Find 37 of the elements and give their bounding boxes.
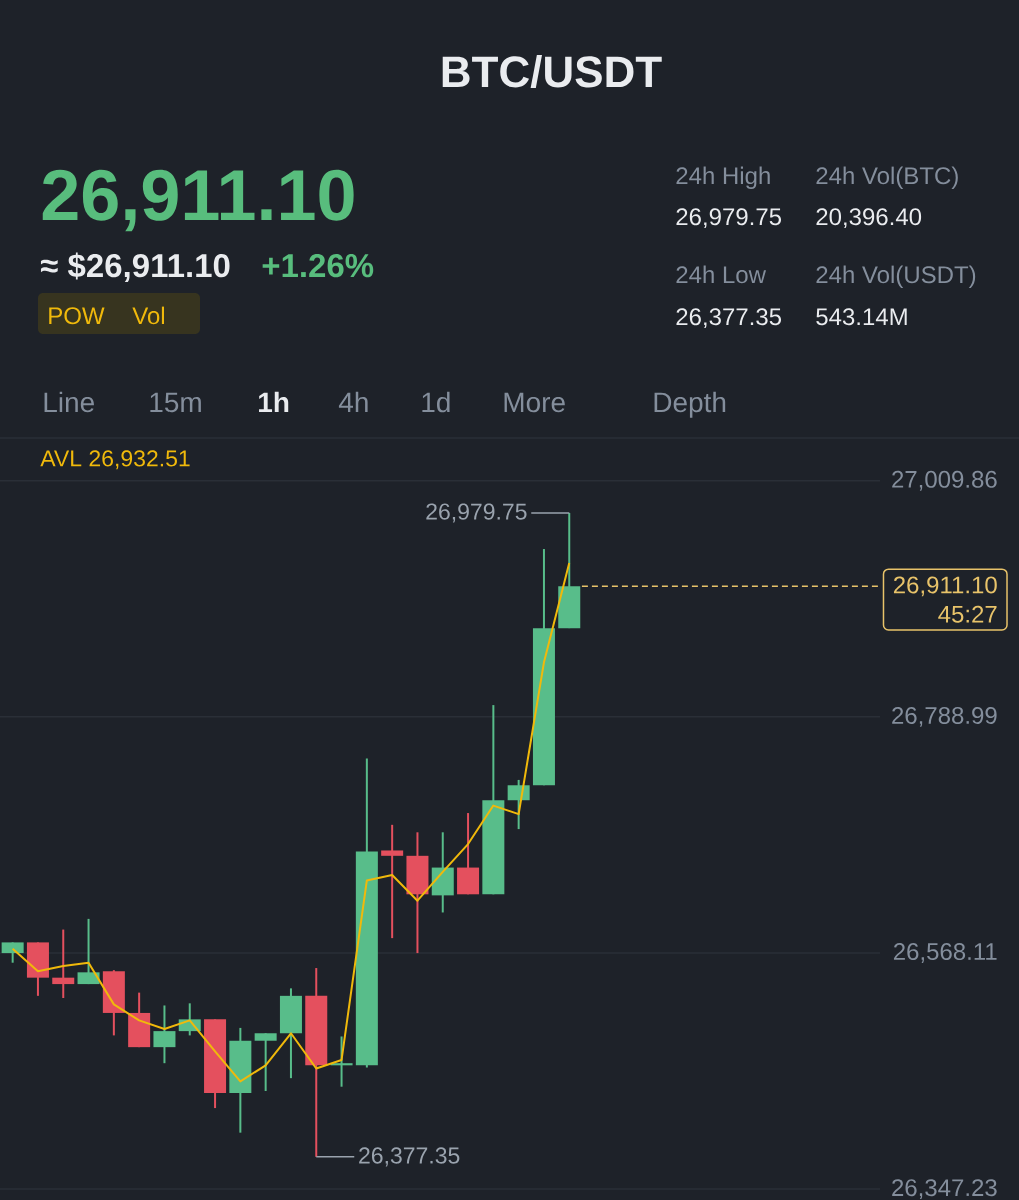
text: 24h Vol(USDT) [816,265,976,288]
text: 26,377.35 [676,308,782,329]
text: Vol [132,306,165,325]
text: 1h [259,391,289,413]
ref-line-label: 26,911.10 [893,576,997,597]
candlestick [1,941,24,964]
text: +1.26% [262,253,374,278]
annotation: 26,979.75 [426,503,527,523]
text: 20,396.40 [816,208,922,229]
text: 543.14M [816,308,907,326]
text: 4h [338,391,368,413]
text: 24h Low [676,265,767,284]
text: AVL 26,932.51 [40,450,190,470]
y-tick-label: 27,009.86 [892,470,997,491]
candlestick [254,1032,277,1092]
candlestick [52,928,75,999]
y-tick-label: 26,788.99 [892,706,997,727]
text: 26,979.75 [676,208,782,229]
text: Line [44,391,94,413]
candlestick [77,917,100,986]
text: Depth [654,391,726,418]
text: 24h High [676,166,770,189]
candlestick [381,823,404,940]
text: 1d [422,391,450,413]
text: 45:27 [938,605,997,623]
text: ≈ $26,911.10 [40,252,230,283]
text: 15m [150,392,201,413]
text: More [504,392,565,413]
text: POW [49,307,105,325]
candlestick [507,778,530,831]
text: 26,911.10 [42,169,354,232]
y-tick-label: 26,568.11 [893,943,997,963]
text: 24h Vol(BTC) [816,166,958,189]
candlestick [153,1004,176,1065]
chart-title: BTC/USDT [442,55,662,88]
y-tick-label: 26,347.23 [892,1179,997,1199]
annotation: 26,377.35 [359,1147,460,1167]
